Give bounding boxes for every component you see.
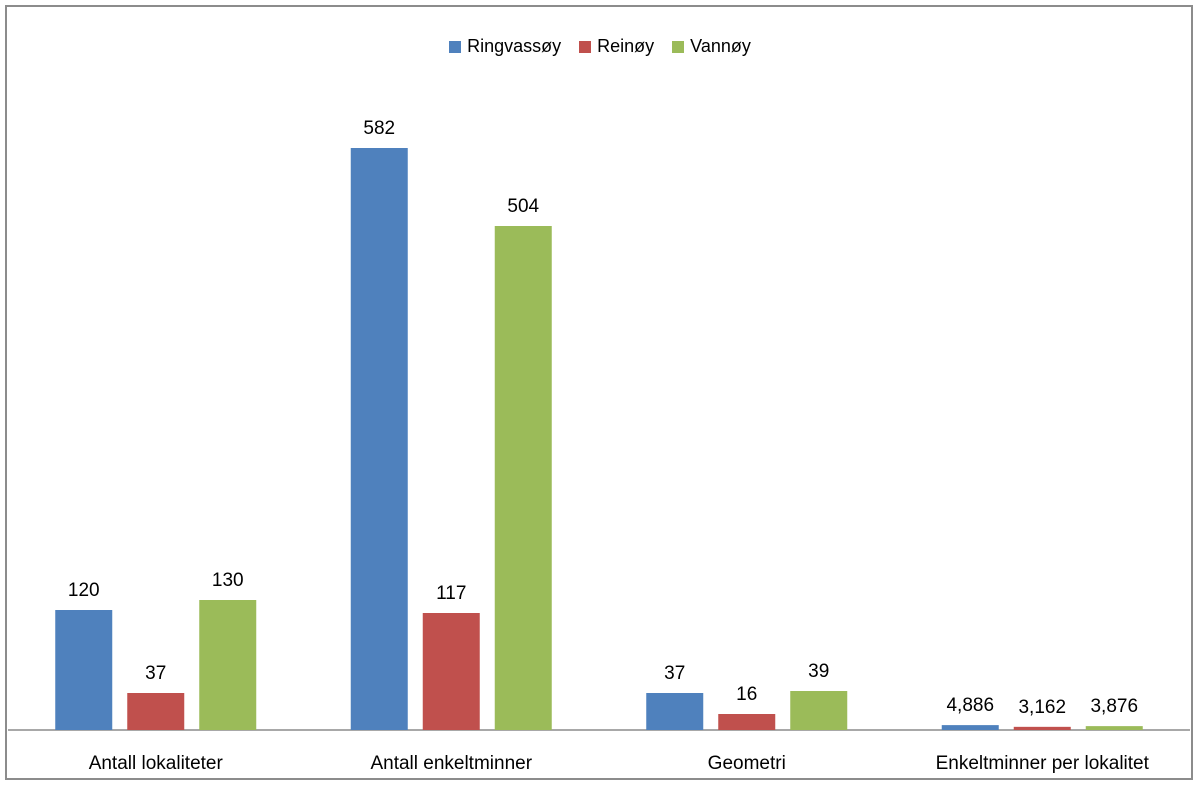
- bar-vannoy-antall-enkeltminner: [494, 226, 552, 730]
- data-label-vannoy-antall-enkeltminner: 504: [507, 196, 539, 217]
- data-label-reinoy-antall-enkeltminner: 117: [436, 583, 466, 604]
- bar-ringvassoy-geometri: [646, 693, 704, 730]
- category-label-antall-enkeltminner: Antall enkeltminner: [370, 753, 532, 774]
- category-label-enkeltminner-per-lokalitet: Enkeltminner per lokalitet: [936, 753, 1150, 774]
- data-label-vannoy-geometri: 39: [808, 661, 829, 682]
- data-label-ringvassoy-antall-enkeltminner: 582: [363, 118, 395, 139]
- bar-reinoy-enkeltminner-per-lokalitet: [1013, 726, 1071, 730]
- legend-label-reinoy: Reinøy: [597, 36, 655, 56]
- bar-ringvassoy-antall-enkeltminner: [350, 148, 408, 730]
- bar-ringvassoy-antall-lokaliteter: [55, 610, 113, 730]
- legend-swatch-vannoy: [672, 40, 685, 53]
- data-label-reinoy-geometri: 16: [736, 684, 757, 705]
- data-label-vannoy-antall-lokaliteter: 130: [212, 570, 244, 591]
- category-label-antall-lokaliteter: Antall lokaliteter: [89, 753, 224, 774]
- bar-reinoy-antall-enkeltminner: [422, 613, 480, 730]
- legend-item-vannoy: Vannøy: [672, 36, 751, 57]
- bar-vannoy-enkeltminner-per-lokalitet: [1085, 726, 1143, 730]
- legend-item-reinoy: Reinøy: [579, 36, 654, 57]
- bar-reinoy-geometri: [718, 714, 776, 730]
- data-label-reinoy-antall-lokaliteter: 37: [145, 663, 166, 684]
- legend: Ringvassøy Reinøy Vannøy: [0, 36, 1200, 57]
- bar-vannoy-geometri: [790, 691, 848, 730]
- category-label-geometri: Geometri: [708, 753, 786, 774]
- legend-label-vannoy: Vannøy: [690, 36, 751, 56]
- bar-vannoy-antall-lokaliteter: [199, 600, 257, 730]
- data-label-ringvassoy-geometri: 37: [664, 663, 685, 684]
- data-label-ringvassoy-enkeltminner-per-lokalitet: 4,886: [946, 695, 994, 716]
- data-label-reinoy-enkeltminner-per-lokalitet: 3,162: [1018, 697, 1066, 718]
- legend-swatch-reinoy: [579, 40, 592, 53]
- legend-swatch-ringvassoy: [449, 40, 462, 53]
- bar-reinoy-antall-lokaliteter: [127, 693, 185, 730]
- bar-ringvassoy-enkeltminner-per-lokalitet: [941, 725, 999, 730]
- legend-item-ringvassoy: Ringvassøy: [449, 36, 561, 57]
- legend-label-ringvassoy: Ringvassøy: [467, 36, 562, 56]
- data-label-ringvassoy-antall-lokaliteter: 120: [68, 580, 100, 601]
- data-label-vannoy-enkeltminner-per-lokalitet: 3,876: [1090, 696, 1138, 717]
